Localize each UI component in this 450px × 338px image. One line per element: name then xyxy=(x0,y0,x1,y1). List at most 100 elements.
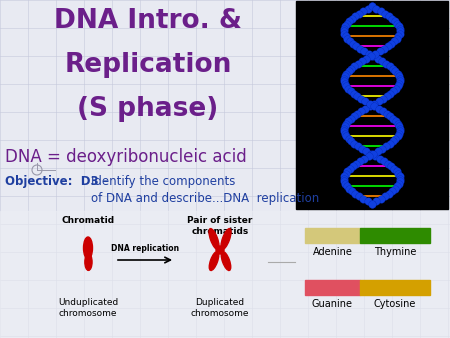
Point xyxy=(393,21,400,26)
Point xyxy=(346,39,353,44)
Bar xyxy=(360,280,430,295)
Point xyxy=(388,189,396,194)
Point xyxy=(392,86,400,91)
Point xyxy=(349,41,356,46)
Point xyxy=(348,66,355,71)
Point xyxy=(351,141,358,147)
Point xyxy=(396,131,403,137)
Point xyxy=(396,129,404,134)
Point xyxy=(391,39,398,44)
Point xyxy=(395,23,402,29)
Point xyxy=(343,21,351,26)
Point xyxy=(391,186,398,192)
Point xyxy=(396,73,403,79)
Text: Thymine: Thymine xyxy=(374,247,416,257)
Point xyxy=(391,18,398,24)
Point xyxy=(395,83,402,89)
Point xyxy=(369,53,377,59)
Point xyxy=(352,191,359,197)
Point xyxy=(343,184,351,189)
Point xyxy=(372,51,379,56)
Point xyxy=(359,146,366,151)
Text: Replication: Replication xyxy=(64,52,232,78)
Point xyxy=(341,81,348,87)
Point xyxy=(388,16,396,21)
Point xyxy=(373,199,380,204)
Point xyxy=(342,171,349,177)
Text: Objective:  D3 -: Objective: D3 - xyxy=(5,175,112,188)
Point xyxy=(378,58,385,64)
Point xyxy=(343,134,350,139)
Point xyxy=(377,196,384,202)
Point xyxy=(347,116,354,121)
Point xyxy=(341,129,348,134)
Point xyxy=(343,71,350,76)
Point xyxy=(393,184,400,189)
Point xyxy=(377,8,384,14)
Point xyxy=(396,124,403,129)
Point xyxy=(348,139,355,144)
Point xyxy=(392,119,400,124)
Point xyxy=(394,134,401,139)
Point xyxy=(395,33,402,39)
Point xyxy=(387,91,394,96)
Point xyxy=(341,26,348,31)
Point xyxy=(346,166,353,172)
Point xyxy=(395,171,402,177)
Point xyxy=(345,69,352,74)
Point xyxy=(393,169,400,174)
Point xyxy=(396,176,404,182)
Point xyxy=(348,189,356,194)
Point xyxy=(350,91,357,96)
Point xyxy=(367,151,374,156)
Point xyxy=(380,159,387,164)
Point xyxy=(340,28,347,34)
Point xyxy=(342,33,349,39)
Point xyxy=(392,69,399,74)
Point xyxy=(373,6,380,11)
Point xyxy=(348,16,356,21)
Point xyxy=(341,76,348,81)
Point xyxy=(391,166,398,172)
Text: Chromatid: Chromatid xyxy=(62,216,115,225)
Point xyxy=(369,201,376,207)
Point xyxy=(350,114,357,119)
Bar xyxy=(0,211,450,338)
Point xyxy=(369,151,377,156)
Point xyxy=(342,73,349,79)
Point xyxy=(369,3,376,9)
Point xyxy=(355,144,362,149)
Point xyxy=(341,124,348,129)
Point xyxy=(341,174,348,179)
Text: Guanine: Guanine xyxy=(312,299,353,309)
Point xyxy=(342,23,349,29)
Point xyxy=(369,201,376,207)
Point xyxy=(375,106,382,112)
Text: Adenine: Adenine xyxy=(313,247,352,257)
Point xyxy=(396,76,404,81)
Bar xyxy=(305,280,360,295)
Point xyxy=(369,3,376,9)
Point xyxy=(387,114,394,119)
Point xyxy=(383,94,391,99)
Point xyxy=(389,66,396,71)
Point xyxy=(396,78,404,84)
Point xyxy=(347,89,354,94)
Point xyxy=(361,156,368,162)
Point xyxy=(356,46,364,51)
Point xyxy=(346,18,353,24)
Point xyxy=(387,41,395,46)
Point xyxy=(360,196,367,202)
Point xyxy=(384,43,392,49)
Point xyxy=(367,53,374,59)
Bar xyxy=(305,228,360,243)
Ellipse shape xyxy=(221,228,231,249)
Bar xyxy=(296,1,448,209)
Point xyxy=(389,139,396,144)
Point xyxy=(363,56,370,61)
Text: Duplicated
chromosome: Duplicated chromosome xyxy=(191,298,249,318)
Ellipse shape xyxy=(209,228,219,249)
Text: (S phase): (S phase) xyxy=(77,96,219,122)
Point xyxy=(386,141,393,147)
Text: DNA = deoxyribonucleic acid: DNA = deoxyribonucleic acid xyxy=(5,148,247,166)
